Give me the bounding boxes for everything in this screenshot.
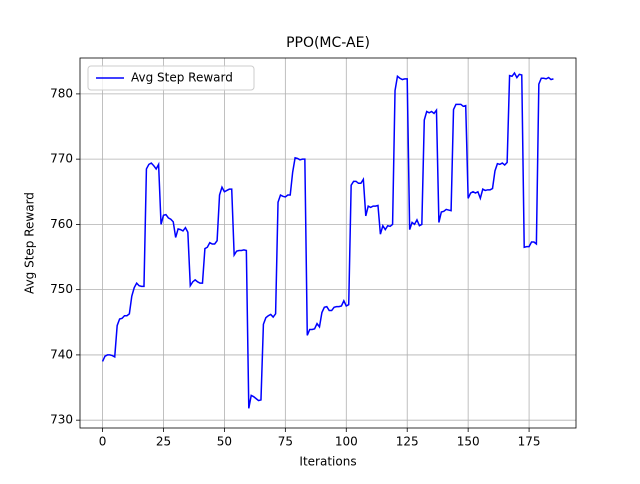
x-tick-label: 50 (217, 435, 232, 449)
x-tick-label: 75 (278, 435, 293, 449)
y-tick-label: 750 (50, 282, 73, 296)
x-tick-label: 150 (457, 435, 480, 449)
y-tick-label: 770 (50, 152, 73, 166)
y-tick-label: 780 (50, 86, 73, 100)
x-tick-label: 0 (99, 435, 107, 449)
plot-frame (79, 57, 577, 429)
y-axis-label: Avg Step Reward (23, 192, 37, 294)
y-tick-label: 740 (50, 347, 73, 361)
chart-title: PPO(MC-AE) (286, 35, 370, 51)
legend-box (87, 65, 255, 91)
x-tick-label: 25 (156, 435, 171, 449)
line (101, 71, 554, 409)
y-tick-label: 730 (50, 413, 73, 427)
x-tick-label: 125 (396, 435, 419, 449)
x-axis-label: Iterations (299, 455, 356, 469)
x-tick-label: 100 (335, 435, 358, 449)
x-tick-label: 175 (518, 435, 541, 449)
y-tick-label: 760 (50, 217, 73, 231)
legend-label: Avg Step Reward (131, 71, 233, 85)
